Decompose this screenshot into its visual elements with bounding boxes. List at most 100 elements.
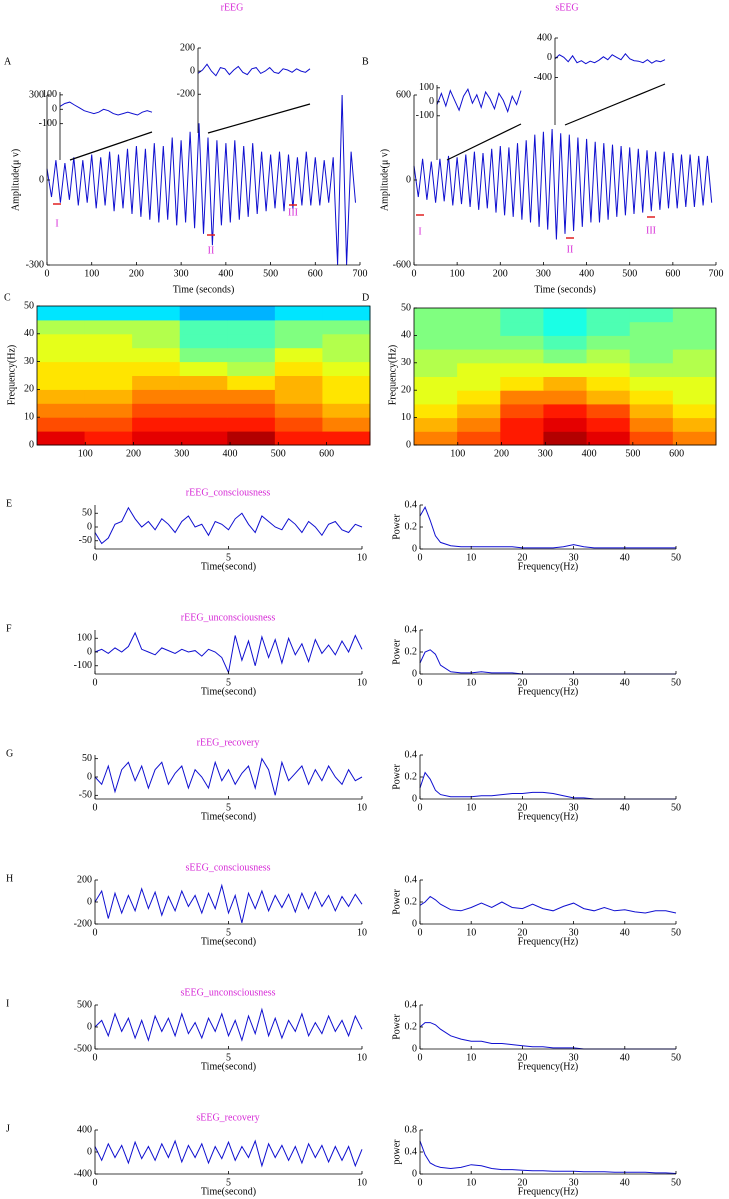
panel-title: rEEG (221, 2, 244, 13)
spectrogram-cell (179, 306, 228, 321)
x-tick-label: 0 (93, 802, 98, 813)
zoom-connector (207, 103, 311, 134)
segment-label: II (208, 245, 215, 256)
x-axis-label: Frequency(Hz) (518, 811, 579, 822)
y-tick-label: 0 (412, 1168, 417, 1179)
x-tick-label: 0 (418, 1177, 423, 1188)
spectrogram-cell (179, 389, 228, 404)
signal-trace (59, 101, 153, 116)
y-tick-label: 20 (401, 384, 411, 395)
x-tick-label: 10 (466, 1052, 476, 1063)
x-tick-label: 5 (226, 552, 231, 563)
x-tick-label: 40 (620, 927, 630, 938)
spectrogram-cell (274, 361, 323, 376)
spectrogram-cell (629, 308, 674, 323)
panel-title: sEEG_recovery (196, 1112, 259, 1123)
segment-label: I (418, 226, 421, 237)
y-tick-label: 0.8 (405, 1124, 418, 1135)
panel-title: sEEG_unconsciousness (181, 987, 276, 998)
spectrogram-cell (457, 308, 501, 323)
x-tick-label: 10 (466, 927, 476, 938)
y-tick-label: 200 (77, 874, 92, 885)
y-tick-label: -100 (416, 110, 434, 121)
spectrogram-cell (543, 362, 588, 377)
x-tick-label: 5 (226, 1052, 231, 1063)
y-tick-label: 0.4 (405, 624, 418, 635)
zoom-connector (446, 123, 522, 161)
panel-label: H (6, 873, 13, 884)
x-tick-label: 50 (671, 927, 681, 938)
x-tick-label: 10 (357, 677, 367, 688)
y-tick-label: 20 (24, 384, 34, 395)
spectrogram-cell (586, 349, 631, 364)
signal-trace (419, 506, 676, 549)
spectrogram-cell (543, 335, 588, 350)
panel-label: G (6, 748, 13, 759)
signal-trace (94, 757, 363, 796)
y-tick-label: 30 (401, 357, 411, 368)
x-axis-label: Time(second) (201, 1061, 256, 1072)
y-tick-label: -400 (74, 1168, 92, 1179)
y-tick-label: 400 (537, 32, 552, 43)
y-tick-label: -100 (39, 118, 57, 129)
x-axis-label: Time(second) (201, 811, 256, 822)
spectrogram-cell (457, 349, 501, 364)
x-axis-label: Time(second) (201, 561, 256, 572)
y-tick-label: -50 (79, 535, 92, 546)
spectrogram-cell (132, 319, 181, 335)
y-tick-label: 0 (429, 96, 434, 107)
spectrogram-cell (37, 319, 86, 335)
spectrogram-cell (37, 403, 86, 418)
spectrogram-cell (179, 375, 228, 390)
x-tick-label: 40 (620, 802, 630, 813)
y-tick-label: 0.4 (405, 749, 418, 760)
spectrogram-cell (84, 403, 133, 418)
signal-trace (94, 1139, 363, 1168)
spectrogram-cell (37, 306, 86, 321)
signal-trace (94, 631, 363, 675)
x-tick-label: 30 (569, 927, 579, 938)
spectrogram-cell (543, 321, 588, 336)
y-tick-label: 100 (77, 633, 92, 644)
x-tick-label: 700 (709, 268, 724, 279)
spectrogram-cell (629, 431, 674, 446)
spectrogram-cell (84, 361, 133, 376)
y-tick-label: 0 (87, 1021, 92, 1032)
y-tick-label: 0.2 (405, 1021, 418, 1032)
y-tick-label: 0.4 (405, 499, 418, 510)
spectrogram-cell (414, 403, 458, 419)
x-tick-label: 30 (569, 1052, 579, 1063)
plot-frame (413, 307, 717, 446)
x-tick-label: 40 (620, 552, 630, 563)
spectrogram-cell (500, 417, 544, 432)
spectrogram-cell (629, 335, 674, 350)
y-tick-label: 0 (39, 174, 44, 185)
spectrogram-cell (227, 417, 276, 432)
x-tick-label: 500 (263, 268, 278, 279)
spectrogram-cell (179, 403, 228, 418)
x-tick-label: 50 (671, 552, 681, 563)
signal-trace (419, 771, 676, 800)
y-tick-label: 50 (82, 508, 92, 519)
panel-title: rEEG_unconsciousness (181, 612, 276, 623)
spectrogram-cell (132, 347, 181, 363)
x-tick-label: 30 (569, 552, 579, 563)
spectrogram-cell (132, 403, 181, 418)
spectrogram-cell (586, 321, 631, 336)
y-axis-label: Amplitude(μ v) (10, 149, 21, 211)
spectrogram-cell (274, 319, 323, 335)
x-tick-label: 600 (308, 268, 323, 279)
y-axis-label: power (391, 1139, 402, 1165)
y-tick-label: 0 (87, 771, 92, 782)
x-tick-label: 20 (517, 802, 527, 813)
spectrogram-cell (274, 333, 323, 349)
spectrogram-cell (37, 431, 86, 446)
x-tick-label: 200 (493, 268, 508, 279)
x-tick-label: 10 (466, 552, 476, 563)
spectrogram-cell (457, 431, 501, 446)
y-tick-label: -600 (393, 259, 411, 270)
y-tick-label: 300 (29, 89, 44, 100)
signal-trace (419, 649, 676, 675)
spectrogram-cell (500, 376, 544, 391)
spectrogram-cell (274, 347, 323, 363)
